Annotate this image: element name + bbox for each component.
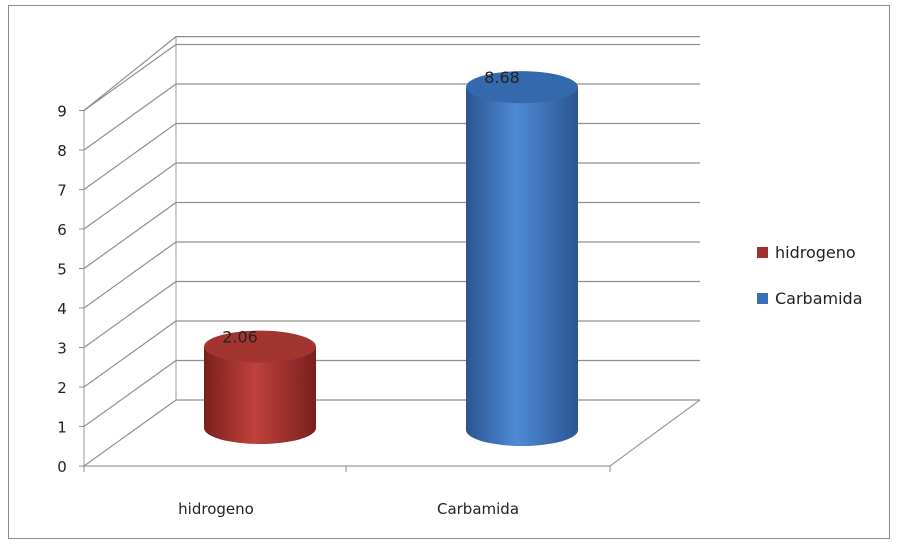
y-tick-label: 0 [57, 458, 67, 476]
legend-label: Carbamida [775, 289, 863, 308]
y-tick-label: 8 [57, 142, 67, 160]
floor-edge [84, 399, 701, 467]
y-tick-label: 6 [57, 221, 67, 239]
x-category-label: Carbamida [437, 500, 519, 518]
legend-swatch [757, 293, 768, 304]
chart-frame [8, 5, 890, 539]
bars [204, 71, 578, 446]
y-tick-label: 4 [57, 300, 67, 318]
gridline [83, 399, 700, 467]
legend-label: hidrogeno [775, 243, 856, 262]
y-axis-ticks: 0 1 2 3 4 5 6 7 8 9 [57, 103, 84, 476]
data-label: 8.68 [484, 68, 520, 87]
y-tick-label: 5 [57, 261, 67, 279]
data-label: 2.06 [222, 328, 258, 347]
bar-hidrogeno [204, 330, 316, 444]
chart-walls [83, 36, 701, 467]
data-labels: 2.06 8.68 [222, 68, 520, 346]
legend: hidrogeno Carbamida [757, 243, 863, 308]
x-category-label: hidrogeno [178, 500, 254, 518]
bar-carbamida [466, 71, 578, 446]
bar-top [204, 330, 316, 363]
y-tick-label: 2 [57, 379, 67, 397]
y-tick-label: 1 [57, 419, 67, 437]
y-tick-label: 7 [57, 182, 67, 200]
gridline [83, 43, 700, 111]
bar-body [466, 87, 578, 446]
y-tick-label: 3 [57, 340, 67, 358]
bar-body [204, 346, 316, 444]
legend-swatch [757, 247, 768, 258]
x-axis: hidrogeno Carbamida [83, 466, 611, 518]
bar-top [466, 71, 578, 104]
gridline-top [83, 35, 700, 111]
y-tick-label: 9 [57, 103, 67, 121]
